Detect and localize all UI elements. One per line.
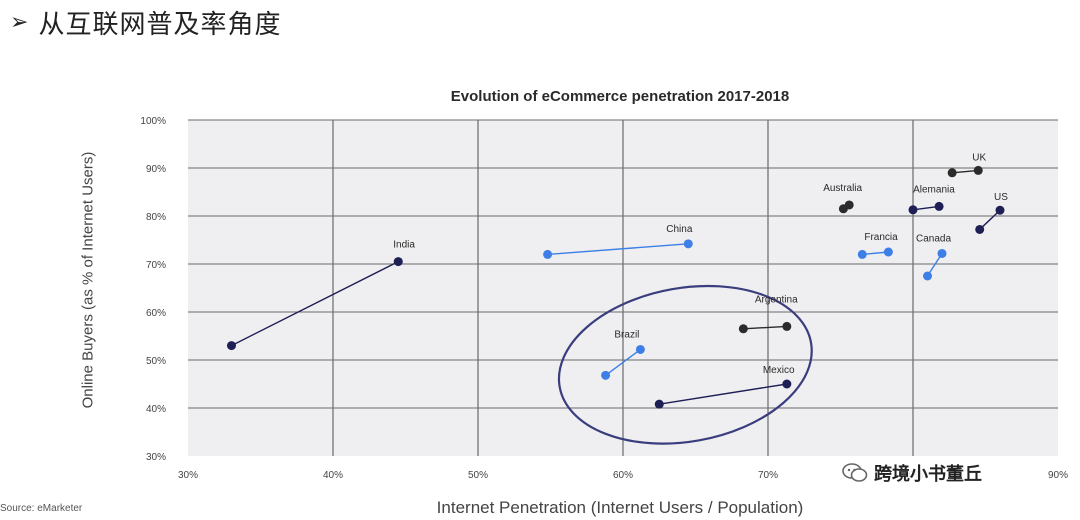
y-tick-label: 70% xyxy=(146,260,166,271)
series-line-mexico xyxy=(659,383,787,405)
point-2018-china xyxy=(683,239,693,249)
point-label-australia: Australia xyxy=(823,183,862,194)
point-label-india: India xyxy=(393,240,415,251)
y-axis-label: Online Buyers (as % of Internet Users) xyxy=(79,151,97,409)
point-label-china: China xyxy=(666,224,693,235)
chart-title: Evolution of eCommerce penetration 2017-… xyxy=(450,88,790,105)
point-label-brazil: Brazil xyxy=(614,329,639,340)
point-2018-mexico xyxy=(782,379,792,389)
highlight-ellipse xyxy=(557,284,813,445)
wechat-icon xyxy=(842,463,868,482)
point-2017-alemania xyxy=(908,205,918,215)
point-2017-francia xyxy=(857,249,867,259)
y-tick-label: 80% xyxy=(146,212,166,223)
point-2018-canada xyxy=(937,248,947,258)
arrow-bullet-icon: ➢ xyxy=(10,10,29,35)
point-2017-mexico xyxy=(654,399,664,409)
y-tick-label: 50% xyxy=(146,356,166,367)
point-2018-india xyxy=(393,257,403,267)
point-2018-us xyxy=(995,205,1005,215)
point-label-us: US xyxy=(994,192,1008,203)
y-tick-label: 30% xyxy=(146,452,166,463)
section-heading-text: 从互联网普及率角度 xyxy=(38,10,282,40)
point-2017-canada xyxy=(923,271,932,281)
x-tick-label: 50% xyxy=(468,470,488,481)
point-2018-brazil xyxy=(635,344,645,354)
x-tick-label: 70% xyxy=(758,470,778,481)
y-tick-label: 100% xyxy=(140,116,166,127)
x-tick-label: 60% xyxy=(613,470,633,481)
watermark-text: 跨境小书董丘 xyxy=(874,464,982,485)
point-2017-uk xyxy=(947,168,957,178)
point-2017-china xyxy=(543,249,553,259)
x-axis-label: Internet Penetration (Internet Users / P… xyxy=(436,498,804,517)
point-2018-australia xyxy=(844,200,854,210)
point-label-alemania: Alemania xyxy=(913,184,955,195)
section-heading: ➢ 从互联网普及率角度 xyxy=(10,4,281,41)
x-tick-label: 90% xyxy=(1048,470,1068,481)
series-line-us xyxy=(979,209,1001,230)
point-2017-argentina xyxy=(738,324,748,334)
series-line-argentina xyxy=(743,325,787,330)
point-label-uk: UK xyxy=(972,152,986,163)
y-tick-label: 90% xyxy=(146,164,166,175)
point-label-canada: Canada xyxy=(916,233,951,244)
series-line-brazil xyxy=(605,348,641,376)
point-label-argentina: Argentina xyxy=(755,294,798,305)
source-note: Source: eMarketer xyxy=(0,503,83,514)
point-2017-us xyxy=(975,224,985,234)
point-2017-brazil xyxy=(601,370,611,380)
point-label-francia: Francia xyxy=(864,232,898,243)
series-line-india xyxy=(231,260,399,347)
point-2018-francia xyxy=(883,247,893,257)
series-line-china xyxy=(547,243,689,256)
point-2017-india xyxy=(227,341,236,351)
x-tick-label: 40% xyxy=(323,470,343,481)
y-tick-label: 60% xyxy=(146,308,166,319)
point-2018-uk xyxy=(973,165,983,175)
point-2018-alemania xyxy=(934,201,944,211)
point-2018-argentina xyxy=(782,321,792,331)
watermark: 跨境小书董丘 xyxy=(836,458,988,488)
point-label-mexico: Mexico xyxy=(763,365,795,376)
x-tick-label: 30% xyxy=(178,470,198,481)
y-tick-label: 40% xyxy=(146,404,166,415)
